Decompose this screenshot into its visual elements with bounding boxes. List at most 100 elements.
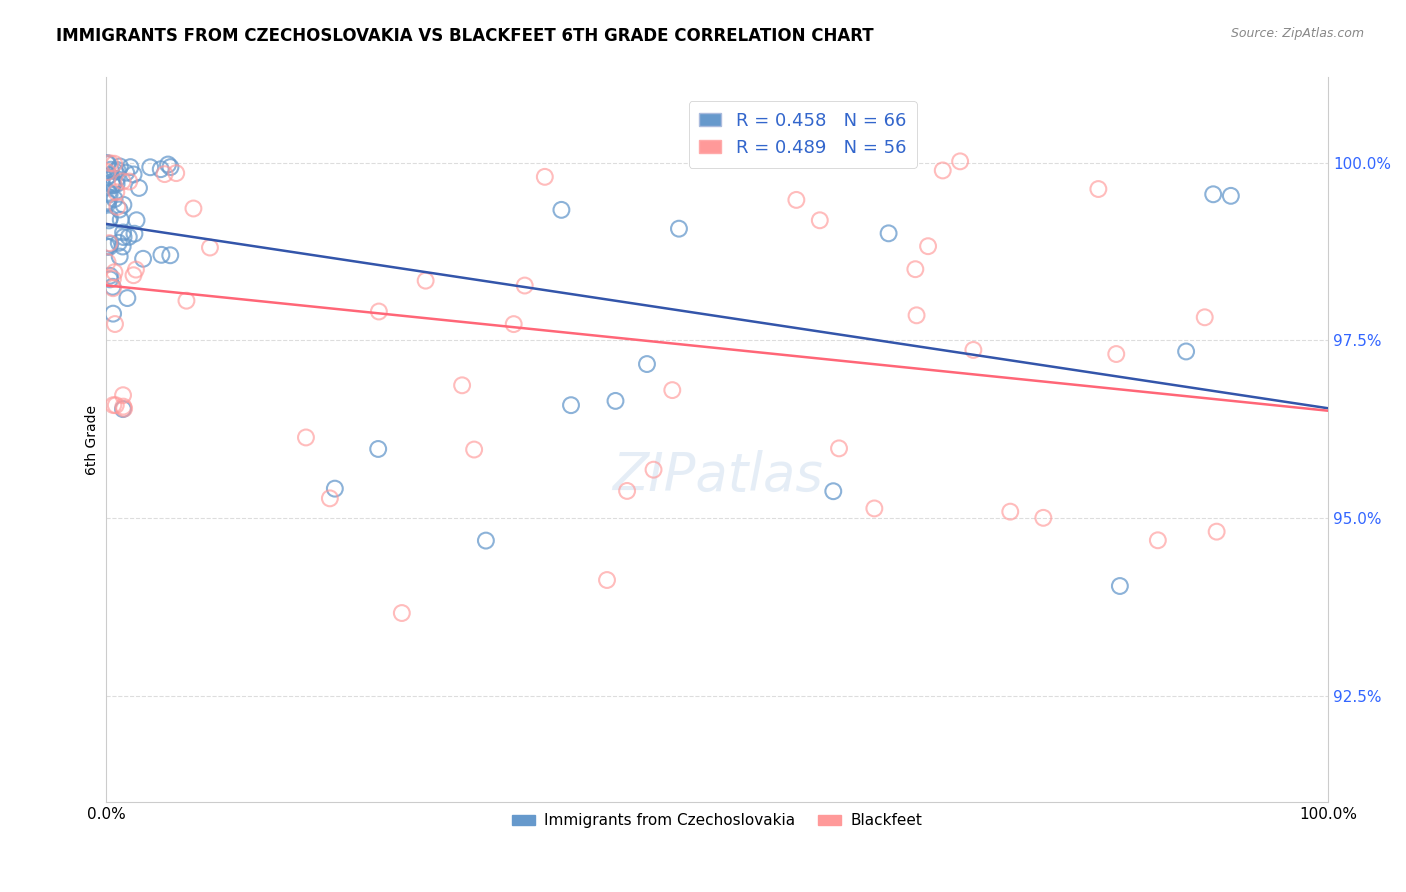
Point	[98, 268, 121, 283]
Point	[391, 606, 413, 620]
Point	[668, 221, 690, 235]
Point	[108, 250, 131, 264]
Point	[176, 293, 198, 308]
Point	[105, 200, 128, 214]
Point	[100, 162, 122, 177]
Point	[112, 230, 135, 244]
Point	[105, 177, 128, 191]
Point	[111, 239, 134, 253]
Point	[149, 162, 172, 177]
Point	[502, 317, 524, 331]
Point	[96, 165, 118, 179]
Point	[104, 317, 127, 331]
Point	[103, 265, 125, 279]
Point	[97, 186, 120, 200]
Point	[1000, 505, 1022, 519]
Text: ZIPatlas: ZIPatlas	[612, 450, 823, 502]
Point	[98, 213, 121, 227]
Point	[475, 533, 498, 548]
Point	[112, 198, 135, 212]
Point	[101, 272, 124, 286]
Point	[904, 262, 927, 277]
Point	[1219, 189, 1241, 203]
Point	[117, 291, 139, 305]
Point	[139, 161, 162, 175]
Point	[877, 227, 900, 241]
Point	[125, 262, 148, 277]
Point	[108, 160, 131, 174]
Point	[98, 211, 121, 226]
Point	[415, 274, 437, 288]
Point	[132, 252, 155, 266]
Point	[101, 178, 124, 192]
Point	[98, 237, 121, 252]
Point	[96, 157, 118, 171]
Point	[112, 226, 135, 240]
Point	[949, 154, 972, 169]
Point	[533, 169, 555, 184]
Point	[636, 357, 658, 371]
Point	[605, 393, 627, 408]
Point	[828, 442, 851, 456]
Point	[1205, 524, 1227, 539]
Point	[98, 156, 121, 170]
Point	[295, 430, 318, 444]
Point	[105, 172, 128, 186]
Point	[98, 240, 121, 254]
Point	[1194, 310, 1216, 325]
Point	[159, 248, 181, 262]
Point	[451, 378, 474, 392]
Point	[124, 227, 146, 241]
Point	[150, 248, 173, 262]
Point	[101, 307, 124, 321]
Point	[962, 343, 984, 357]
Point	[108, 202, 131, 217]
Point	[1147, 533, 1170, 548]
Point	[1109, 579, 1132, 593]
Point	[98, 272, 121, 286]
Point	[1175, 344, 1198, 359]
Point	[97, 196, 120, 211]
Point	[153, 167, 176, 181]
Point	[808, 213, 831, 227]
Point	[1202, 187, 1225, 202]
Point	[917, 239, 939, 253]
Text: IMMIGRANTS FROM CZECHOSLOVAKIA VS BLACKFEET 6TH GRADE CORRELATION CHART: IMMIGRANTS FROM CZECHOSLOVAKIA VS BLACKF…	[56, 27, 875, 45]
Point	[98, 236, 121, 251]
Legend: Immigrants from Czechoslovakia, Blackfeet: Immigrants from Czechoslovakia, Blackfee…	[506, 807, 928, 835]
Point	[111, 174, 134, 188]
Point	[122, 168, 145, 182]
Point	[101, 178, 124, 193]
Point	[112, 388, 135, 402]
Point	[98, 187, 121, 202]
Point	[661, 383, 683, 397]
Point	[96, 194, 118, 209]
Point	[596, 573, 619, 587]
Point	[110, 212, 132, 227]
Point	[118, 174, 141, 188]
Y-axis label: 6th Grade: 6th Grade	[86, 405, 100, 475]
Point	[128, 181, 150, 195]
Point	[513, 278, 536, 293]
Point	[104, 192, 127, 206]
Point	[101, 279, 124, 293]
Point	[1105, 347, 1128, 361]
Point	[104, 398, 127, 412]
Point	[125, 213, 148, 227]
Point	[111, 402, 134, 417]
Point	[550, 202, 572, 217]
Point	[105, 186, 128, 200]
Text: Source: ZipAtlas.com: Source: ZipAtlas.com	[1230, 27, 1364, 40]
Point	[367, 304, 389, 318]
Point	[560, 398, 582, 412]
Point	[463, 442, 485, 457]
Point	[107, 163, 129, 178]
Point	[98, 169, 121, 183]
Point	[785, 193, 807, 207]
Point	[101, 177, 124, 191]
Point	[367, 442, 389, 456]
Point	[159, 160, 181, 174]
Point	[120, 160, 142, 174]
Point	[118, 230, 141, 244]
Point	[112, 401, 135, 416]
